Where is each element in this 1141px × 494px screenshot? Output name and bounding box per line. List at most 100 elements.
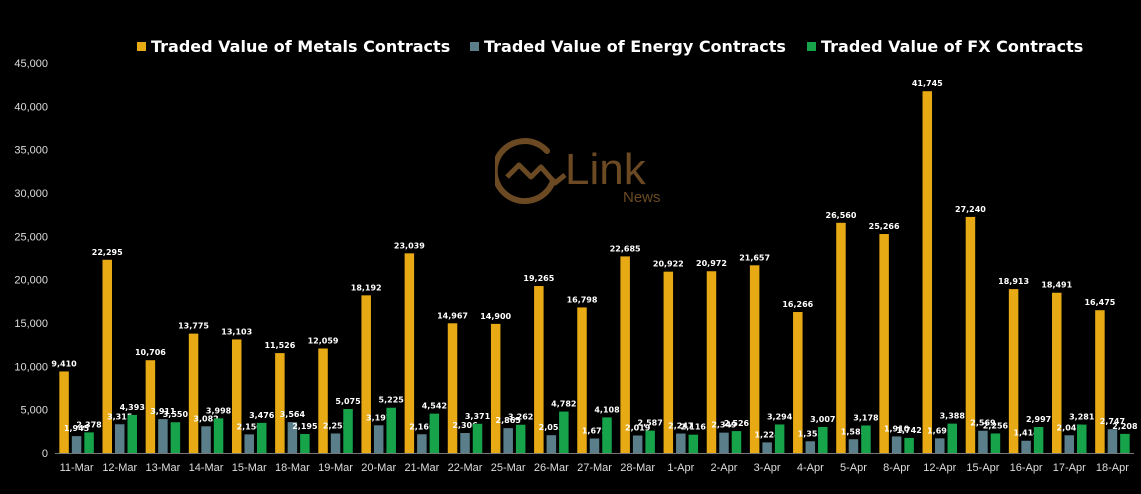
bar-metals-21-Mar bbox=[404, 253, 415, 453]
bar-energy-15-Mar bbox=[244, 434, 254, 453]
bar-energy-12-Mar bbox=[114, 424, 125, 453]
bar-energy-19-Mar bbox=[330, 433, 341, 453]
y-tick-label: 20,000 bbox=[14, 275, 48, 287]
bar-metals-8-Apr bbox=[879, 234, 889, 453]
data-label-metals: 22,295 bbox=[92, 248, 123, 257]
x-tick-label: 26-Mar bbox=[534, 462, 569, 474]
data-label-energy: 3,315 bbox=[107, 412, 133, 421]
data-label-energy: 2,019 bbox=[625, 424, 651, 433]
y-tick-label: 15,000 bbox=[14, 318, 48, 330]
data-label-fx: 3,371 bbox=[465, 412, 491, 421]
legend-swatch-energy bbox=[470, 42, 479, 51]
data-label-energy: 2,747 bbox=[1100, 417, 1125, 426]
data-label-metals: 41,745 bbox=[912, 79, 943, 88]
x-tick-label: 19-Mar bbox=[318, 462, 353, 474]
x-tick-label: 28-Mar bbox=[620, 462, 655, 474]
x-tick-label: 22-Mar bbox=[448, 462, 483, 474]
bar-metals-12-Apr bbox=[922, 91, 933, 454]
bar-energy-14-Mar bbox=[201, 426, 211, 453]
data-label-metals: 11,526 bbox=[264, 341, 295, 350]
data-label-fx: 3,178 bbox=[853, 413, 879, 422]
data-label-metals: 27,240 bbox=[955, 205, 986, 214]
data-label-energy: 3,082 bbox=[193, 414, 218, 423]
data-label-energy: 2,306 bbox=[452, 421, 478, 430]
data-label-fx: 2,526 bbox=[724, 419, 750, 428]
x-tick-label: 12-Apr bbox=[923, 462, 956, 474]
bar-energy-15-Apr bbox=[978, 430, 988, 453]
bar-fx-20-Mar bbox=[386, 407, 396, 453]
data-label-metals: 13,775 bbox=[178, 322, 209, 331]
data-label-energy: 3,197 bbox=[366, 413, 391, 422]
y-tick-label: 10,000 bbox=[14, 361, 48, 373]
bar-metals-20-Mar bbox=[361, 295, 371, 453]
data-label-fx: 3,476 bbox=[249, 411, 275, 420]
bar-fx-12-Mar bbox=[127, 414, 137, 453]
bar-metals-15-Mar bbox=[231, 339, 242, 453]
bar-energy-13-Mar bbox=[158, 419, 168, 453]
data-label-energy: 1,414 bbox=[1013, 429, 1039, 438]
data-label-metals: 13,103 bbox=[221, 327, 252, 336]
bar-metals-18-Mar bbox=[275, 353, 285, 453]
data-label-energy: 1,353 bbox=[798, 429, 823, 438]
data-label-fx: 2,997 bbox=[1026, 415, 1051, 424]
link-news-logo-icon bbox=[495, 138, 567, 205]
bar-fx-13-Mar bbox=[170, 422, 181, 453]
x-tick-label: 2-Apr bbox=[711, 462, 738, 474]
data-label-energy: 3,564 bbox=[280, 410, 306, 419]
legend-item-metals: Traded Value of Metals Contracts bbox=[137, 37, 450, 56]
bar-metals-19-Mar bbox=[318, 348, 328, 453]
bar-energy-3-Apr bbox=[762, 442, 772, 453]
bar-metals-27-Mar bbox=[577, 307, 587, 453]
data-label-fx: 4,542 bbox=[422, 402, 447, 411]
data-label-fx: 2,208 bbox=[1112, 422, 1138, 431]
x-tick-label: 11-Mar bbox=[60, 462, 94, 474]
bar-metals-28-Mar bbox=[620, 256, 630, 453]
bar-fx-14-Mar bbox=[213, 418, 224, 453]
bar-fx-4-Apr bbox=[818, 426, 828, 453]
data-label-energy: 2,252 bbox=[323, 421, 348, 430]
x-tick-label: 15-Apr bbox=[966, 462, 999, 474]
bar-metals-3-Apr bbox=[749, 265, 760, 453]
bar-energy-4-Apr bbox=[805, 441, 816, 453]
data-label-energy: 1,945 bbox=[64, 424, 90, 433]
x-tick-label: 3-Apr bbox=[754, 462, 781, 474]
bar-energy-1-Apr bbox=[676, 433, 686, 453]
data-label-fx: 4,393 bbox=[120, 403, 145, 412]
data-label-energy: 1,585 bbox=[841, 427, 867, 436]
data-label-metals: 26,560 bbox=[826, 211, 857, 220]
x-tick-label: 27-Mar bbox=[577, 462, 612, 474]
chart-legend: Traded Value of Metals Contracts Traded … bbox=[0, 37, 1141, 59]
bar-fx-2-Apr bbox=[731, 431, 742, 453]
bar-metals-14-Mar bbox=[188, 333, 199, 453]
data-label-metals: 25,266 bbox=[869, 222, 900, 231]
bar-energy-16-Apr bbox=[1021, 440, 1031, 453]
data-label-metals: 18,913 bbox=[998, 277, 1029, 286]
data-label-fx: 2,378 bbox=[76, 420, 102, 429]
x-tick-label: 16-Apr bbox=[1010, 462, 1043, 474]
data-label-energy: 2,160 bbox=[409, 422, 435, 431]
bar-metals-22-Mar bbox=[447, 323, 458, 453]
x-tick-label: 8-Apr bbox=[883, 462, 910, 474]
bar-fx-25-Mar bbox=[515, 424, 526, 453]
bar-energy-5-Apr bbox=[848, 439, 859, 453]
data-label-metals: 19,265 bbox=[523, 274, 554, 283]
bar-fx-15-Mar bbox=[256, 422, 267, 453]
y-tick-label: 25,000 bbox=[14, 231, 48, 243]
data-label-energy: 1,672 bbox=[582, 427, 607, 436]
bar-metals-1-Apr bbox=[663, 271, 674, 453]
x-tick-label: 18-Apr bbox=[1096, 462, 1129, 474]
bar-metals-2-Apr bbox=[706, 271, 717, 453]
bar-fx-18-Mar bbox=[300, 433, 310, 453]
bar-fx-15-Apr bbox=[990, 433, 1001, 453]
bar-fx-18-Apr bbox=[1120, 433, 1130, 453]
data-label-energy: 1,224 bbox=[754, 430, 780, 439]
data-label-metals: 14,900 bbox=[480, 312, 511, 321]
x-tick-label: 4-Apr bbox=[797, 462, 824, 474]
bar-energy-2-Apr bbox=[719, 432, 729, 453]
bar-metals-16-Apr bbox=[1008, 289, 1019, 453]
x-tick-label: 25-Mar bbox=[491, 462, 526, 474]
bar-fx-11-Mar bbox=[84, 432, 94, 453]
bar-fx-5-Apr bbox=[861, 425, 871, 453]
data-label-metals: 18,491 bbox=[1041, 281, 1072, 290]
